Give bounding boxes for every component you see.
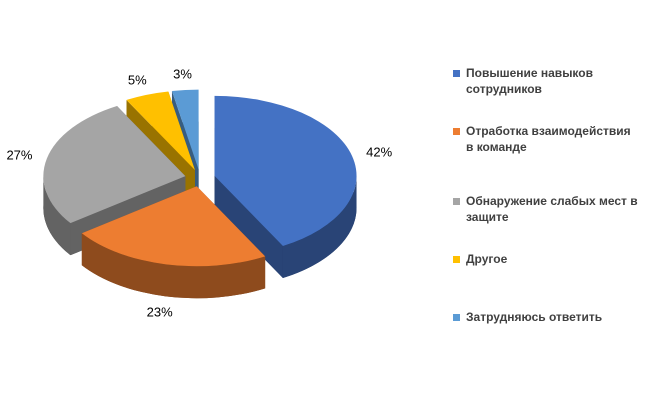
- pie-slice-rim: [81, 233, 266, 299]
- pie-slice-top: [81, 186, 266, 267]
- pie-slice-top: [171, 89, 199, 170]
- legend-marker-icon: [453, 198, 460, 205]
- pie-slice-rim: [43, 176, 71, 256]
- data-label: 42%: [366, 144, 393, 160]
- legend-label: Обнаружение слабых мест в защите: [466, 194, 638, 224]
- legend-marker-icon: [453, 128, 460, 135]
- legend-item: Отработка взаимодействия в команде: [453, 124, 638, 155]
- legend-label: Другое: [466, 252, 508, 266]
- legend-label: Повышение навыков сотрудников: [466, 66, 593, 96]
- legend-marker-icon: [453, 70, 460, 77]
- chart-legend: Повышение навыков сотрудников Отработка в…: [453, 66, 643, 386]
- legend-item: Затрудняюсь ответить: [453, 310, 638, 326]
- pie-slice-cut-face: [214, 175, 283, 279]
- legend-label: Затрудняюсь ответить: [466, 310, 603, 324]
- legend-marker-icon: [453, 256, 460, 263]
- data-label: 27%: [6, 147, 33, 163]
- legend-item: Обнаружение слабых мест в защите: [453, 194, 638, 225]
- legend-item: Повышение навыков сотрудников: [453, 66, 638, 97]
- data-label: 23%: [146, 304, 173, 320]
- legend-item: Другое: [453, 252, 638, 268]
- pie-slice-rim: [282, 175, 357, 279]
- pie-slice-top: [214, 95, 357, 247]
- legend-label: Отработка взаимодействия в команде: [466, 124, 631, 154]
- pie-slice-top: [126, 91, 195, 171]
- pie-slice-top: [43, 106, 186, 224]
- data-label: 3%: [173, 66, 192, 82]
- data-label: 5%: [127, 72, 147, 88]
- legend-marker-icon: [453, 314, 460, 321]
